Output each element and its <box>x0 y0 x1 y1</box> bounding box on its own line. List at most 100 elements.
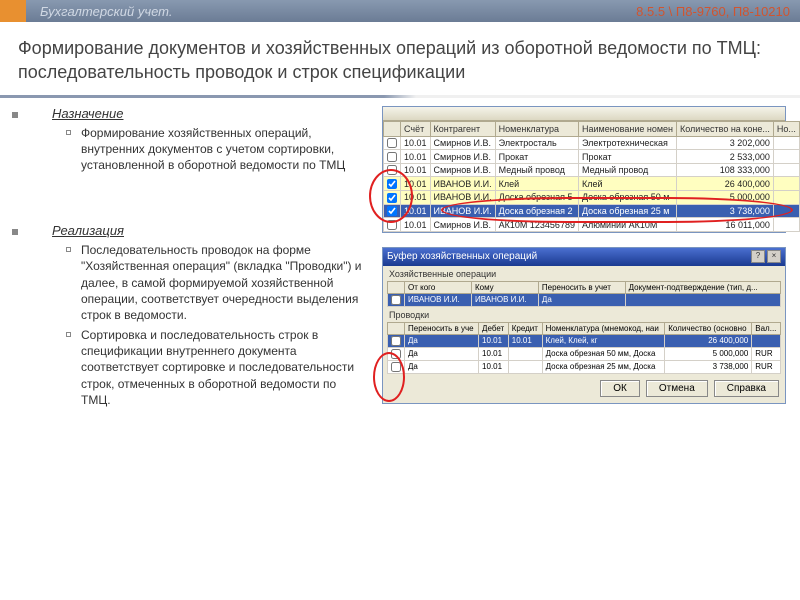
help-button-icon[interactable]: ? <box>751 250 765 263</box>
row-checkbox[interactable] <box>391 349 401 359</box>
cell-agent: Смирнов И.В. <box>430 218 495 232</box>
column-header[interactable] <box>384 121 401 136</box>
bullet-icon <box>66 247 71 252</box>
cell-carry: Да <box>405 360 479 373</box>
cell-no <box>773 163 799 177</box>
table-row[interactable]: Да10.01Доска обрезная 25 мм, Доска 3 738… <box>388 360 781 373</box>
purpose-text: Формирование хозяйственных операций, вну… <box>81 125 368 174</box>
table-row[interactable]: 10.01Смирнов И.В.АК10М 123456789Алюминий… <box>384 218 800 232</box>
cell-name: Клей <box>578 177 676 191</box>
column-header[interactable]: Документ-подтверждение (тип, д... <box>625 281 780 293</box>
column-header[interactable]: Наименование номен <box>578 121 676 136</box>
cell-qty: 5 000,000 <box>665 347 752 360</box>
column-header[interactable]: Номенклатура <box>495 121 578 136</box>
close-icon[interactable]: × <box>767 250 781 263</box>
table-row[interactable]: Да10.01Доска обрезная 50 мм, Доска 5 000… <box>388 347 781 360</box>
table-row[interactable]: 10.01Смирнов И.В.ПрокатПрокат2 533,000 <box>384 150 800 164</box>
table-row[interactable]: 10.01ИВАНОВ И.И.Доска обрезная 5Доска об… <box>384 191 800 205</box>
column-header[interactable]: От кого <box>405 281 472 293</box>
bullet-icon <box>12 229 18 235</box>
section-impl: Реализация Последовательность проводок н… <box>12 223 368 412</box>
column-header[interactable]: Кредит <box>508 322 542 334</box>
cell-account: 10.01 <box>401 150 431 164</box>
row-checkbox[interactable] <box>387 193 397 203</box>
column-header[interactable]: Количество (основно <box>665 322 752 334</box>
column-header[interactable]: Контрагент <box>430 121 495 136</box>
header-title: Бухгалтерский учет. <box>40 4 172 19</box>
right-column: СчётКонтрагентНоменклатураНаименование н… <box>382 106 788 422</box>
column-header[interactable] <box>388 322 405 334</box>
column-header[interactable]: Но... <box>773 121 799 136</box>
cell-name: Алюминий АК10М <box>578 218 676 232</box>
section-label-impl: Реализация <box>52 223 368 238</box>
row-checkbox[interactable] <box>391 336 401 346</box>
cell-agent: Смирнов И.В. <box>430 163 495 177</box>
cell-name: Медный провод <box>578 163 676 177</box>
column-header[interactable]: Переносить в уче <box>405 322 479 334</box>
cell-nomenclature: Медный провод <box>495 163 578 177</box>
grid-toolbar[interactable] <box>383 107 785 121</box>
table-row[interactable]: 10.01Смирнов И.В.Медный проводМедный про… <box>384 163 800 177</box>
column-header[interactable]: Номенклатура (мнемокод, наи <box>542 322 665 334</box>
entries-grid[interactable]: Переносить в учеДебетКредитНоменклатура … <box>387 322 781 374</box>
table-row[interactable]: ИВАНОВ И.И.ИВАНОВ И.И.Да <box>388 293 781 306</box>
row-checkbox[interactable] <box>387 220 397 230</box>
cell-no <box>773 218 799 232</box>
table-row[interactable]: 10.01ИВАНОВ И.И.Доска обрезная 2Доска об… <box>384 204 800 218</box>
cell-qty: 3 202,000 <box>677 136 774 150</box>
column-header[interactable] <box>388 281 405 293</box>
ok-button[interactable]: ОК <box>600 380 640 397</box>
row-checkbox[interactable] <box>391 362 401 372</box>
left-column: Назначение Формирование хозяйственных оп… <box>12 106 368 422</box>
column-header[interactable]: Переносить в учет <box>538 281 625 293</box>
group-entries-label: Проводки <box>383 307 785 322</box>
content: Назначение Формирование хозяйственных оп… <box>0 98 800 430</box>
column-header[interactable]: Количество на коне... <box>677 121 774 136</box>
cell-qty: 3 738,000 <box>665 360 752 373</box>
row-checkbox[interactable] <box>391 295 401 305</box>
dialog-title: Буфер хозяйственных операций <box>387 251 537 262</box>
cell-credit <box>508 347 542 360</box>
header-bar: Бухгалтерский учет. 8.5.5 \ П8-9760, П8-… <box>0 0 800 22</box>
cancel-button[interactable]: Отмена <box>646 380 708 397</box>
help-button[interactable]: Справка <box>714 380 779 397</box>
grid-window: СчётКонтрагентНоменклатураНаименование н… <box>382 106 786 233</box>
column-header[interactable]: Вал... <box>752 322 781 334</box>
table-row[interactable]: 10.01Смирнов И.В.ЭлектростальЭлектротехн… <box>384 136 800 150</box>
row-checkbox[interactable] <box>387 138 397 148</box>
inventory-grid[interactable]: СчётКонтрагентНоменклатураНаименование н… <box>383 121 800 232</box>
column-header[interactable]: Кому <box>471 281 538 293</box>
cell-no <box>773 150 799 164</box>
cell-nomenclature: Клей <box>495 177 578 191</box>
impl-text-0: Последовательность проводок на форме "Хо… <box>81 242 368 323</box>
cell-nom: Доска обрезная 50 мм, Доска <box>542 347 665 360</box>
cell-no <box>773 177 799 191</box>
buffer-dialog: Буфер хозяйственных операций ? × Хозяйст… <box>382 247 786 404</box>
row-checkbox[interactable] <box>387 179 397 189</box>
cell-carry: Да <box>405 347 479 360</box>
cell-qty: 16 011,000 <box>677 218 774 232</box>
cell-no <box>773 136 799 150</box>
cell-name: Прокат <box>578 150 676 164</box>
row-checkbox[interactable] <box>387 165 397 175</box>
table-row[interactable]: 10.01ИВАНОВ И.И.КлейКлей26 400,000 <box>384 177 800 191</box>
section-label-purpose: Назначение <box>52 106 368 121</box>
cell-agent: Смирнов И.В. <box>430 150 495 164</box>
table-row[interactable]: Да10.0110.01Клей, Клей, кг26 400,000 <box>388 334 781 347</box>
row-checkbox[interactable] <box>387 152 397 162</box>
section-purpose: Назначение Формирование хозяйственных оп… <box>12 106 368 178</box>
cell-to: ИВАНОВ И.И. <box>471 293 538 306</box>
column-header[interactable]: Дебет <box>479 322 509 334</box>
cell-agent: ИВАНОВ И.И. <box>430 177 495 191</box>
cell-nomenclature: Доска обрезная 5 <box>495 191 578 205</box>
cell-agent: Смирнов И.В. <box>430 136 495 150</box>
cell-account: 10.01 <box>401 204 431 218</box>
cell-name: Доска обрезная 25 м <box>578 204 676 218</box>
cell-qty: 5 000,000 <box>677 191 774 205</box>
dialog-button-row: ОК Отмена Справка <box>383 374 785 403</box>
row-checkbox[interactable] <box>387 206 397 216</box>
ops-grid[interactable]: От когоКомуПереносить в учетДокумент-под… <box>387 281 781 307</box>
column-header[interactable]: Счёт <box>401 121 431 136</box>
cell-agent: ИВАНОВ И.И. <box>430 204 495 218</box>
dialog-title-bar[interactable]: Буфер хозяйственных операций ? × <box>383 248 785 266</box>
